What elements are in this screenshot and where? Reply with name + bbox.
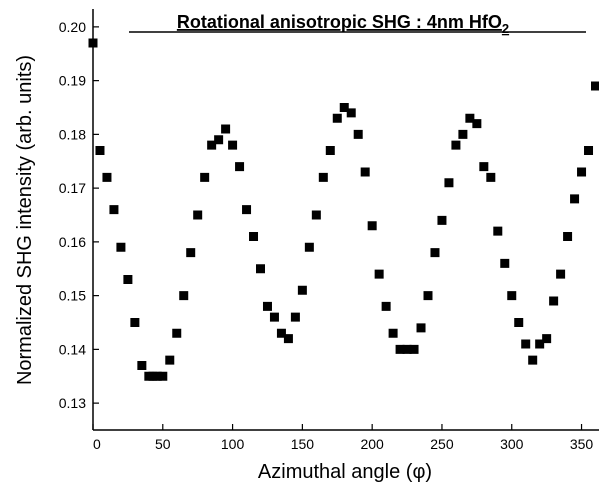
data-point [465,113,475,123]
data-point [423,291,433,301]
data-point [346,108,356,118]
data-point [95,146,105,155]
data-point [402,344,412,354]
chart-title: Rotational anisotropic SHG : 4nm HfO2 [177,12,509,36]
data-point [353,129,363,139]
data-point [200,172,210,182]
data-point [214,135,224,145]
data-point [193,210,203,220]
data-point [207,140,217,150]
data-point [360,167,370,177]
x-tick-label: 50 [155,436,171,452]
data-point [451,140,461,150]
data-point [269,312,279,322]
data-point [374,269,384,279]
chart-title-main: Rotational anisotropic SHG : 4nm HfO [177,12,502,32]
data-point [542,334,552,344]
chart-title-subscript: 2 [502,21,509,36]
data-point [311,210,321,220]
x-axis-title: Azimuthal angle (φ) [258,461,432,483]
data-point [318,172,328,182]
data-point [152,371,162,381]
data-point [116,242,126,252]
data-point [395,344,405,354]
data-point [493,226,503,236]
data-point [221,124,231,134]
data-point [172,328,182,338]
data-point [325,146,335,155]
data-point [158,371,168,381]
data-point [249,232,259,241]
data-point [242,205,252,215]
data-point [332,113,342,123]
x-tick-label: 300 [500,436,524,452]
data-point [535,339,545,349]
data-point [472,119,482,129]
data-point [228,140,238,150]
data-point [500,258,510,268]
data-point [577,167,587,177]
data-point [556,269,566,279]
y-tick-label: 0.14 [59,341,86,357]
data-point [416,323,426,333]
data-point [514,318,524,327]
y-axis-ticks: 0.13 0.14 0.15 0.16 0.17 0.18 0.19 0.20 [59,19,99,411]
x-tick-label: 0 [93,436,101,452]
x-tick-label: 250 [430,436,454,452]
data-point [235,162,245,172]
data-point [262,301,272,311]
data-point [304,242,314,252]
y-tick-label: 0.20 [59,19,86,35]
data-point [591,81,599,91]
data-point [388,328,398,338]
y-tick-label: 0.19 [59,73,86,89]
data-point [507,291,517,301]
x-tick-label: 150 [291,436,315,452]
y-tick-label: 0.17 [59,180,86,196]
data-point [165,355,175,365]
data-point [123,275,133,284]
data-point [297,285,307,295]
data-point [137,361,147,370]
data-point [486,172,496,182]
x-tick-label: 100 [221,436,245,452]
data-point [437,215,447,225]
data-point [276,328,286,338]
data-point [549,296,559,306]
data-point [430,248,440,258]
data-point [283,334,293,344]
x-axis-ticks: 0 50 100 150 200 250 300 350 [92,424,594,452]
data-point [570,194,580,204]
x-tick-label: 200 [360,436,384,452]
y-tick-label: 0.18 [59,126,86,142]
y-tick-label: 0.13 [59,395,86,411]
data-point [458,129,468,139]
data-point [444,178,454,188]
data-point [381,301,391,311]
data-point [256,264,265,274]
data-point [109,205,119,215]
y-tick-label: 0.16 [59,234,86,250]
data-point [409,344,419,354]
data-point [339,103,349,112]
data-point [367,221,377,231]
y-axis-title: Normalized SHG intensity (arb. units) [14,55,36,385]
data-point [584,146,594,155]
data-point [179,291,189,301]
data-point [521,339,531,349]
data-point [479,162,489,172]
data-point [130,318,140,327]
data-point [563,232,573,241]
data-point [186,248,196,258]
data-point [528,355,538,365]
data-point [88,38,98,48]
x-tick-label: 350 [570,436,594,452]
data-points [88,38,599,381]
y-tick-label: 0.15 [59,288,86,304]
data-point [290,312,300,322]
data-point [102,172,112,182]
